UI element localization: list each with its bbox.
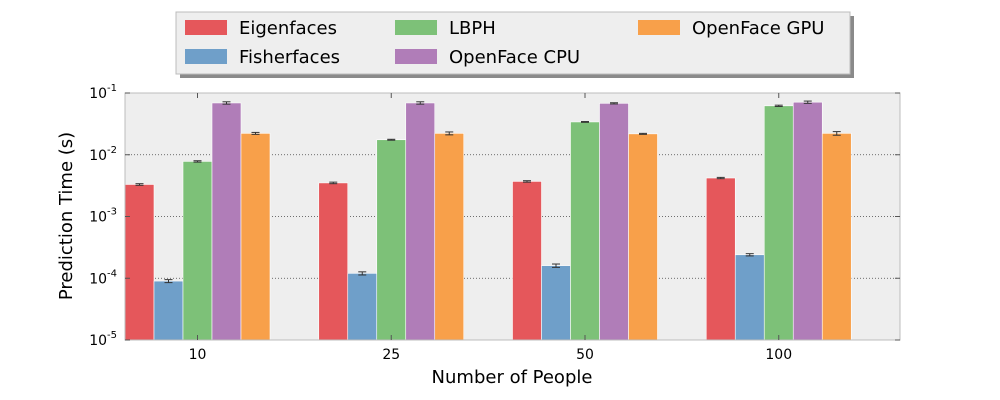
- y-axis-title: Prediction Time (s): [56, 132, 77, 300]
- bar: [347, 273, 378, 341]
- bar: [124, 184, 155, 341]
- y-ticks: 10-5 10-4 10-3 10-2 10-1: [89, 83, 900, 349]
- legend-swatch: [185, 20, 227, 35]
- x-axis-title: Number of People: [432, 367, 593, 388]
- legend-label: Eigenfaces: [239, 18, 337, 39]
- x-ticks: 10 25 50 100: [189, 93, 792, 363]
- bar: [153, 280, 184, 341]
- bar: [705, 177, 736, 341]
- bar: [570, 121, 600, 341]
- y-tick-label: 10-5: [89, 330, 117, 349]
- bar: [318, 182, 349, 341]
- y-tick-label: 10-2: [89, 145, 117, 164]
- bar: [405, 102, 436, 341]
- bar: [792, 101, 823, 341]
- bar: [763, 105, 794, 341]
- y-tick-label: 10-4: [89, 268, 117, 287]
- bar: [599, 103, 629, 341]
- x-tick-label: 10: [189, 347, 207, 363]
- legend-label: OpenFace CPU: [449, 47, 580, 68]
- bar: [512, 181, 542, 341]
- legend-swatch: [185, 49, 227, 64]
- bar: [434, 133, 465, 341]
- x-tick-label: 25: [382, 347, 400, 363]
- legend-box: [175, 11, 851, 75]
- x-tick-label: 100: [765, 347, 792, 363]
- legend-label: Fisherfaces: [239, 47, 340, 68]
- legend-label: LBPH: [449, 18, 496, 39]
- bar: [240, 133, 271, 341]
- bar: [541, 265, 571, 341]
- legend-swatch: [395, 49, 437, 64]
- legend-swatch: [395, 20, 437, 35]
- y-tick-label: 10-3: [89, 207, 117, 226]
- legend-label: OpenFace GPU: [692, 18, 824, 39]
- bar: [628, 133, 658, 341]
- bar: [734, 254, 765, 341]
- bar: [182, 161, 213, 341]
- error-bars: [135, 100, 841, 284]
- bar: [376, 139, 407, 341]
- legend: Eigenfaces Fisherfaces LBPH OpenFace CPU Ope…: [175, 11, 854, 78]
- bar: [211, 102, 242, 341]
- bar: [821, 133, 852, 341]
- legend-swatch: [638, 20, 680, 35]
- legend-items: Eigenfaces Fisherfaces LBPH OpenFace CPU Ope…: [185, 18, 824, 68]
- y-tick-label: 10-1: [89, 83, 117, 102]
- x-tick-label: 50: [576, 347, 594, 363]
